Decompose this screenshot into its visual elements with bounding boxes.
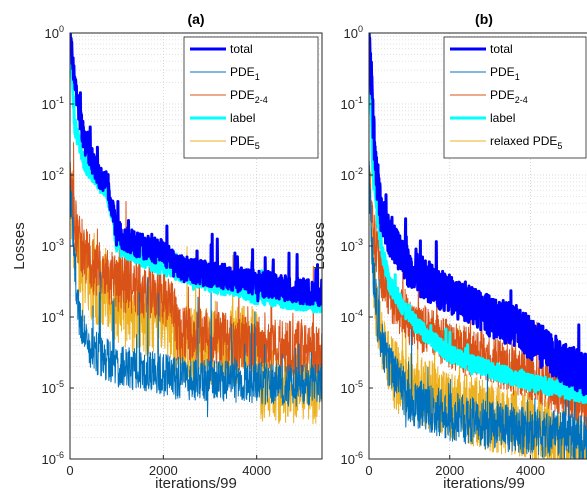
panel-title-b: (b) bbox=[475, 11, 493, 27]
series-line-pde1 bbox=[369, 160, 587, 459]
legend-label: PDE5 bbox=[230, 134, 260, 151]
series-group-a bbox=[70, 33, 322, 425]
series-line-label bbox=[369, 33, 587, 404]
x-tick-label: 0 bbox=[66, 463, 73, 478]
y-tick-label: 100 bbox=[344, 24, 363, 41]
chart-panel-b: 100 10-1 10-2 10-3 10-4 10-5 10-6 0 2000 4000 (b… bbox=[311, 11, 587, 492]
y-tick-label: 10-2 bbox=[42, 166, 64, 183]
legend-box bbox=[183, 36, 319, 159]
legend-label: PDE2-4 bbox=[490, 88, 528, 105]
x-tick-label: 4000 bbox=[242, 463, 271, 478]
y-tick-label: 10-2 bbox=[341, 166, 363, 183]
y-tick-label: 10-1 bbox=[42, 95, 64, 112]
x-ticks-a: 0 2000 4000 bbox=[66, 455, 271, 478]
series-line-pde2-4 bbox=[369, 150, 587, 432]
legend-label: total bbox=[490, 42, 513, 56]
legend-label: PDE1 bbox=[230, 65, 260, 82]
y-tick-label: 100 bbox=[45, 24, 64, 41]
x-axis-label-b: iterations/99 bbox=[443, 475, 525, 492]
series-line-pde2-4 bbox=[70, 142, 322, 380]
series-line-total bbox=[369, 33, 587, 397]
legend-a: total PDE1 PDE2-4 label PDE5 bbox=[183, 36, 319, 159]
y-axis-label-a: Losses bbox=[11, 222, 28, 270]
legend-label: PDE2-4 bbox=[230, 88, 268, 105]
series-group-b bbox=[369, 33, 587, 459]
legend-label: label bbox=[230, 111, 255, 125]
series-line-total bbox=[70, 33, 322, 308]
panel-title-a: (a) bbox=[187, 11, 204, 27]
y-ticks-a: 100 10-1 10-2 10-3 10-4 10-5 10-6 bbox=[42, 24, 74, 467]
y-tick-label: 10-3 bbox=[42, 237, 64, 254]
legend-label: label bbox=[490, 111, 515, 125]
y-tick-label: 10-3 bbox=[341, 237, 363, 254]
y-tick-label: 10-4 bbox=[341, 308, 363, 325]
y-tick-label: 10-6 bbox=[341, 450, 363, 467]
x-tick-label: 2000 bbox=[435, 463, 464, 478]
chart-panel-a: 100 10-1 10-2 10-3 10-4 10-5 10-6 0 2000 4000 (a… bbox=[11, 11, 323, 492]
y-tick-label: 10-5 bbox=[341, 379, 363, 396]
legend-label: relaxed PDE5 bbox=[490, 134, 562, 151]
x-axis-label-a: iterations/99 bbox=[155, 475, 237, 492]
y-axis-label-b: Losses bbox=[311, 222, 328, 270]
x-tick-label: 0 bbox=[365, 463, 372, 478]
y-tick-label: 10-4 bbox=[42, 308, 64, 325]
x-tick-label: 4000 bbox=[516, 463, 545, 478]
legend-label: PDE1 bbox=[490, 65, 520, 82]
y-tick-label: 10-5 bbox=[42, 379, 64, 396]
legend-b: total PDE1 PDE2-4 label relaxed PDE5 bbox=[443, 36, 587, 159]
y-tick-label: 10-6 bbox=[42, 450, 64, 467]
x-ticks-b: 0 2000 4000 bbox=[365, 455, 545, 478]
legend-label: total bbox=[230, 42, 253, 56]
x-tick-label: 2000 bbox=[149, 463, 178, 478]
legend-box bbox=[443, 36, 587, 159]
series-line-pde1 bbox=[70, 172, 322, 418]
y-tick-label: 10-1 bbox=[341, 95, 363, 112]
y-ticks-b: 100 10-1 10-2 10-3 10-4 10-5 10-6 bbox=[341, 24, 373, 467]
